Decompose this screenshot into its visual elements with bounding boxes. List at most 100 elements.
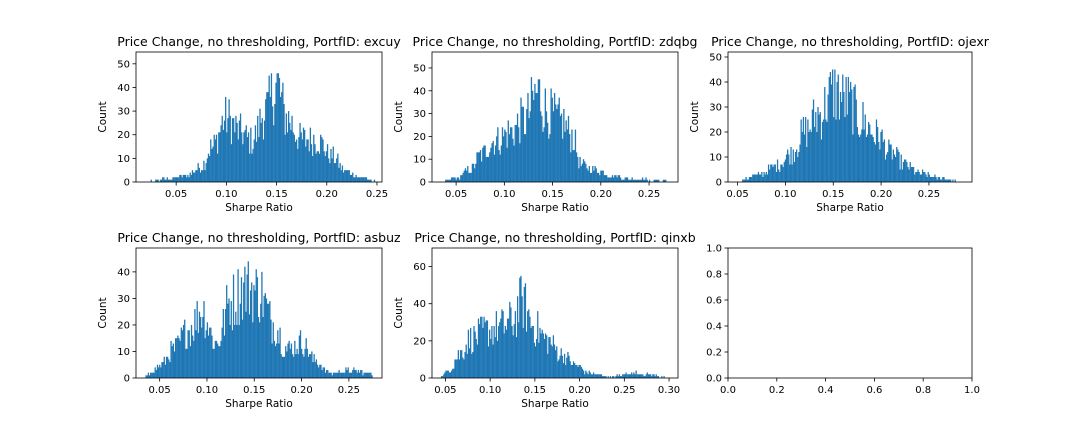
histogram-bar — [198, 167, 200, 182]
histogram-bar — [357, 370, 360, 378]
histogram-bar — [873, 142, 875, 182]
x-tick-label: 0.8 — [915, 385, 931, 396]
histogram-bar — [465, 170, 468, 182]
histogram-bar — [480, 316, 482, 378]
y-tick-label: 0.2 — [706, 348, 722, 359]
histogram-bar — [339, 163, 341, 182]
histogram-bar — [461, 350, 463, 378]
histogram-bar — [518, 322, 520, 378]
histogram-bar — [247, 261, 249, 378]
histogram-bar — [908, 169, 910, 182]
histogram-bar — [591, 374, 594, 378]
histogram-bar — [199, 316, 202, 378]
histogram-bar — [472, 352, 474, 378]
histogram-bar — [599, 175, 601, 182]
histogram-bar — [308, 354, 311, 378]
histogram-bar — [316, 151, 318, 182]
histogram-bar — [615, 175, 617, 182]
histogram-bar — [186, 348, 188, 378]
histogram-bar — [645, 177, 647, 182]
histogram-bar — [820, 139, 823, 182]
histogram-bar — [452, 177, 454, 182]
histogram-bar — [528, 309, 530, 378]
histogram-bar — [617, 175, 619, 182]
histogram-bar — [575, 152, 578, 182]
histogram-bar — [465, 344, 467, 378]
histogram-bar — [283, 104, 285, 182]
histogram-bar — [790, 147, 792, 182]
histogram-bar — [202, 170, 204, 182]
histogram-bar — [578, 168, 580, 182]
histogram-bar — [915, 172, 917, 182]
histogram-bar — [459, 179, 461, 182]
histogram-bar — [665, 179, 667, 182]
histogram-bar — [570, 365, 572, 378]
histogram-bar — [663, 179, 666, 182]
histogram-bar — [626, 177, 629, 182]
histogram-bar — [567, 115, 570, 182]
histogram-bar — [168, 359, 170, 378]
histogram-bar — [302, 354, 304, 378]
histogram-bar — [231, 330, 234, 378]
histogram-bar — [249, 290, 252, 378]
histogram-bar — [505, 131, 507, 182]
histogram-bar — [615, 376, 617, 378]
histogram-bar — [313, 354, 315, 378]
histogram-bar — [916, 172, 918, 182]
histogram-bar — [336, 158, 338, 182]
histogram-bar — [779, 172, 781, 182]
histogram-bar — [865, 137, 868, 182]
histogram-bar — [145, 375, 147, 378]
histogram-bar — [580, 166, 582, 182]
histogram-bar — [551, 97, 553, 182]
histogram-bar — [229, 324, 231, 378]
histogram-bar — [912, 167, 915, 182]
histogram-bar — [611, 175, 614, 182]
histogram-bar — [189, 172, 191, 182]
histogram-bar — [577, 156, 579, 182]
histogram-bar — [927, 172, 929, 182]
x-tick-label: 0.25 — [366, 189, 388, 200]
histogram-bar — [500, 318, 502, 378]
histogram-bar — [345, 170, 347, 182]
histogram-bar — [599, 374, 601, 378]
histogram-bar — [335, 372, 337, 378]
histogram-bar — [620, 376, 623, 378]
histogram-bar — [838, 119, 841, 182]
histogram-bar — [178, 338, 180, 378]
histogram-bar — [607, 376, 609, 378]
histogram-bar — [537, 79, 540, 182]
histogram-bar — [189, 346, 192, 378]
histogram-bar — [745, 177, 747, 182]
histogram-bar — [214, 340, 217, 378]
histogram-bar — [936, 179, 938, 182]
histogram-bar — [325, 151, 328, 182]
histogram-bar — [356, 177, 358, 182]
histogram-bar — [280, 354, 282, 378]
histogram-bar — [867, 122, 870, 182]
x-tick-label: 0.20 — [568, 385, 590, 396]
histogram-bar — [338, 167, 340, 182]
histogram-bar — [525, 331, 528, 378]
histogram-bar — [602, 170, 604, 182]
histogram-bar — [518, 127, 520, 182]
histogram-bar — [586, 372, 588, 378]
histogram-bar — [354, 370, 356, 378]
histogram-bar — [454, 359, 456, 378]
histogram-bar — [159, 179, 162, 182]
histogram-bar — [282, 82, 284, 182]
histogram-bar — [633, 372, 635, 378]
histogram-bar — [930, 177, 933, 182]
histogram-bar — [928, 174, 930, 182]
histogram-bar — [271, 106, 274, 182]
y-tick-label: 30 — [117, 107, 130, 118]
histogram-bar — [799, 144, 801, 182]
histogram-bar — [193, 340, 195, 378]
histogram-bar — [163, 177, 165, 182]
histogram-bar — [552, 335, 555, 378]
histogram-bar — [259, 108, 261, 182]
histogram-bar — [576, 365, 578, 378]
histogram-bar — [905, 159, 907, 182]
histogram-bar — [887, 152, 889, 182]
histogram-bar — [339, 372, 341, 378]
